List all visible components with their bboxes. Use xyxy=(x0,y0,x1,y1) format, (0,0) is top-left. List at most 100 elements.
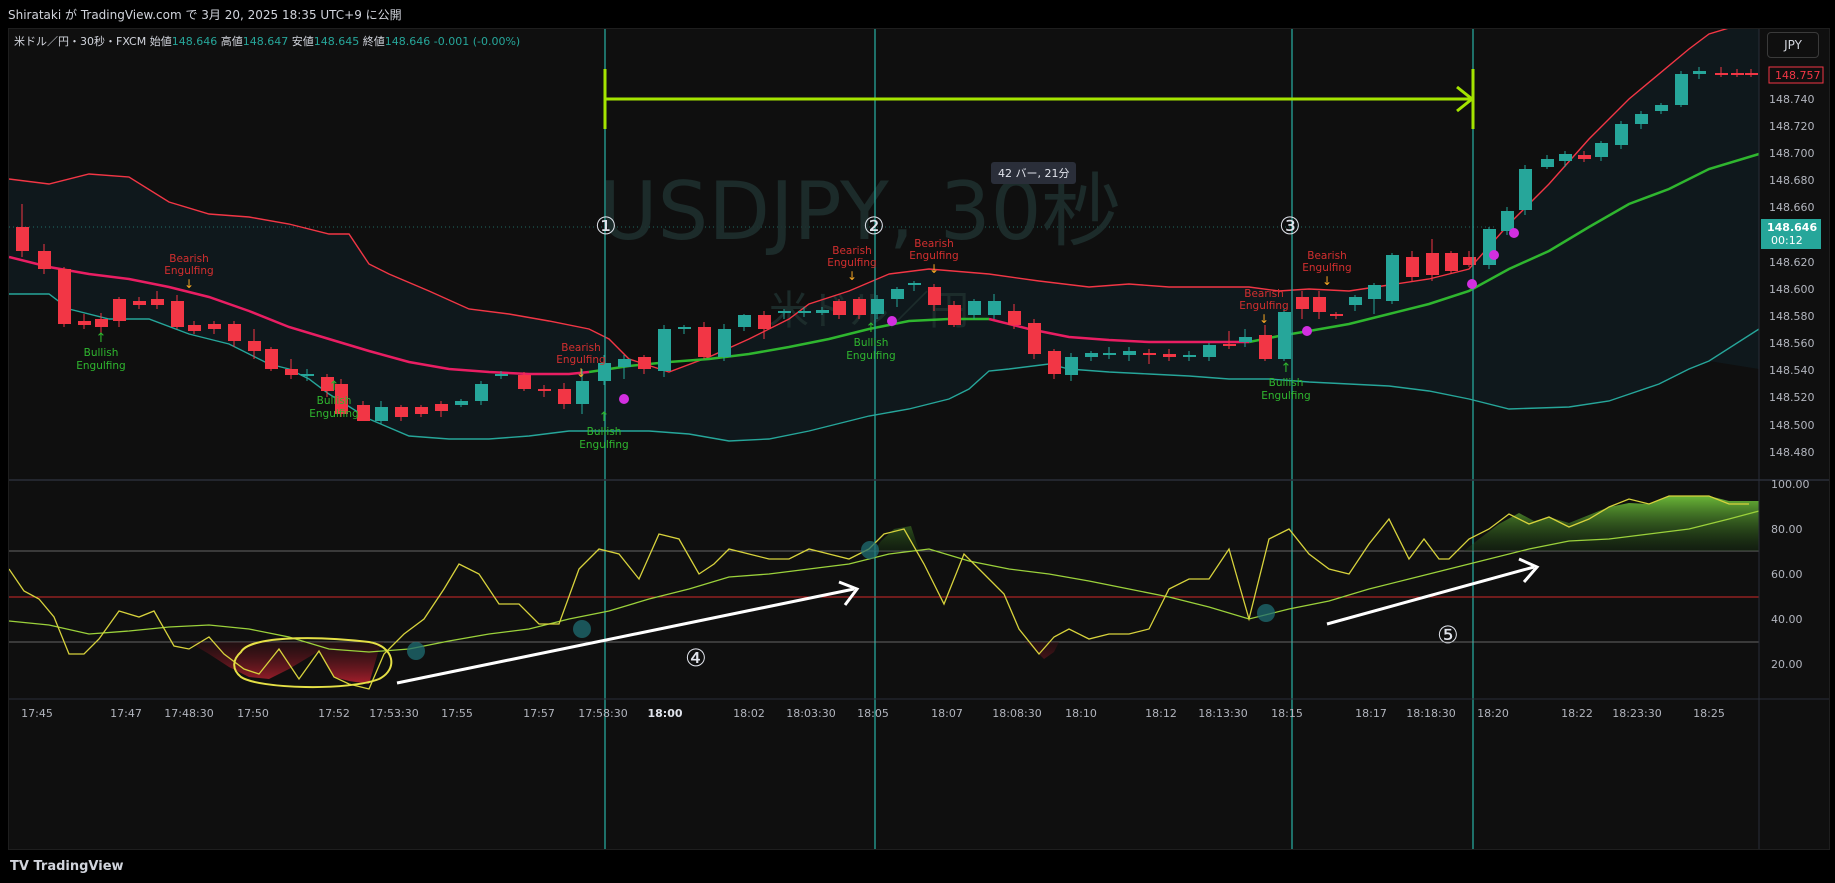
price-tick-label: 148.720 xyxy=(1769,120,1815,133)
svg-text:Engulfing: Engulfing xyxy=(1302,262,1351,274)
candle xyxy=(38,244,51,274)
candle xyxy=(1259,325,1272,361)
svg-text:Engulfing: Engulfing xyxy=(579,439,628,451)
svg-text:Engulfing: Engulfing xyxy=(164,265,213,277)
candle xyxy=(1008,304,1021,329)
svg-text:↓: ↓ xyxy=(1322,274,1332,288)
price-tick-label: 148.500 xyxy=(1769,419,1815,432)
time-axis[interactable]: 17:45 17:47 17:48:30 17:50 17:52 17:53:30 17:5… xyxy=(21,707,1725,720)
footer-bar: 𝗧𝗩 TradingView xyxy=(0,850,1835,883)
candle xyxy=(1223,331,1236,349)
chart-panel[interactable]: USDJPY, 30秒 米ドル／円 ① ② ③ ④ ⑤ xyxy=(8,18,1830,850)
time-tick-label: 17:45 xyxy=(21,707,53,720)
oscillator-tick-label: 60.00 xyxy=(1771,568,1803,581)
time-tick-label: 18:12 xyxy=(1145,707,1177,720)
candle xyxy=(1445,251,1458,274)
time-tick-label: 17:52 xyxy=(318,707,350,720)
candle xyxy=(321,374,334,397)
candle xyxy=(151,291,164,309)
candle xyxy=(1239,329,1252,347)
candle xyxy=(265,347,278,371)
time-tick-label: 17:57 xyxy=(523,707,555,720)
time-tick-label: 17:47 xyxy=(110,707,142,720)
overbought-fill xyxy=(874,496,1759,551)
time-tick-label: 18:02 xyxy=(733,707,765,720)
svg-text:↑: ↑ xyxy=(96,331,107,346)
candle xyxy=(1048,349,1061,379)
svg-text:↓: ↓ xyxy=(576,366,586,380)
candle xyxy=(455,399,468,407)
time-tick-label: 18:13:30 xyxy=(1198,707,1247,720)
candle xyxy=(133,297,146,309)
price-tick-label: 148.740 xyxy=(1769,93,1815,106)
tradingview-logo[interactable]: 𝗧𝗩 TradingView xyxy=(10,859,124,874)
time-tick-label: 18:22 xyxy=(1561,707,1593,720)
chart-svg[interactable]: USDJPY, 30秒 米ドル／円 ① ② ③ ④ ⑤ xyxy=(8,18,1829,849)
published-info: Shirataki が TradingView.com で 3月 20, 202… xyxy=(8,8,402,22)
svg-text:Bullish: Bullish xyxy=(854,337,889,349)
candle xyxy=(1595,141,1608,161)
candle xyxy=(415,405,428,417)
trend-arrow-5 xyxy=(1326,565,1535,626)
candle xyxy=(1203,343,1216,361)
svg-text:↑: ↑ xyxy=(329,379,340,394)
time-tick-label: 18:08:30 xyxy=(992,707,1041,720)
svg-text:Engulfing: Engulfing xyxy=(309,408,358,420)
price-tick-label: 148.600 xyxy=(1769,283,1815,296)
candle xyxy=(1278,309,1291,361)
svg-text:↓: ↓ xyxy=(184,277,194,291)
rsi-line xyxy=(8,495,1749,690)
svg-text:↓: ↓ xyxy=(929,262,939,276)
price-axis[interactable]: 148.740 148.720 148.700 148.680 148.660 148.6… xyxy=(1769,93,1815,459)
candle xyxy=(475,381,488,405)
currency-button[interactable]: JPY xyxy=(1767,32,1819,58)
candle xyxy=(1123,347,1136,361)
trend-arrow-4 xyxy=(396,587,855,685)
circled-number-3: ③ xyxy=(1279,212,1301,240)
candle xyxy=(357,401,370,421)
candle xyxy=(1635,111,1648,129)
candle xyxy=(718,324,731,361)
candle xyxy=(778,309,791,319)
candle xyxy=(248,329,261,359)
symbol-legend[interactable]: 米ドル／円・30秒・FXCM 始値148.646 高値148.647 安値148… xyxy=(14,33,520,49)
time-tick-label: 18:15 xyxy=(1271,707,1303,720)
time-tick-label: 18:07 xyxy=(931,707,963,720)
candle xyxy=(638,355,651,374)
candle xyxy=(1693,67,1706,79)
svg-text:Bullish: Bullish xyxy=(1269,377,1304,389)
candle xyxy=(891,287,904,307)
candle xyxy=(1065,353,1078,381)
oscillator-axis[interactable]: 100.00 80.00 60.00 40.00 20.00 xyxy=(1771,478,1810,671)
circled-number-4: ④ xyxy=(685,644,707,672)
time-tick-label: 18:03:30 xyxy=(786,707,835,720)
price-tick-label: 148.560 xyxy=(1769,337,1815,350)
candle xyxy=(816,307,829,315)
candle xyxy=(16,204,29,257)
time-tick-label: 18:23:30 xyxy=(1612,707,1661,720)
symbol-name: 米ドル／円・30秒・FXCM xyxy=(14,35,147,48)
candle xyxy=(1675,71,1688,107)
candle xyxy=(95,313,108,334)
svg-text:↓: ↓ xyxy=(1259,312,1269,326)
candle xyxy=(658,325,671,377)
date-range-measure[interactable] xyxy=(603,69,1475,129)
candle xyxy=(948,301,961,327)
price-tick-label: 148.660 xyxy=(1769,201,1815,214)
time-tick-label: 17:53:30 xyxy=(369,707,418,720)
oscillator-tick-label: 20.00 xyxy=(1771,658,1803,671)
candlestick-series xyxy=(16,67,1758,424)
candle xyxy=(1541,155,1554,169)
svg-text:Engulfing: Engulfing xyxy=(1239,300,1288,312)
time-tick-label: 17:58:30 xyxy=(578,707,627,720)
time-tick-label: 17:50 xyxy=(237,707,269,720)
candle xyxy=(1330,312,1343,319)
low-label: 安値 xyxy=(291,35,314,48)
tv-icon: 𝗧𝗩 xyxy=(10,859,34,874)
signal-dots xyxy=(619,228,1519,404)
